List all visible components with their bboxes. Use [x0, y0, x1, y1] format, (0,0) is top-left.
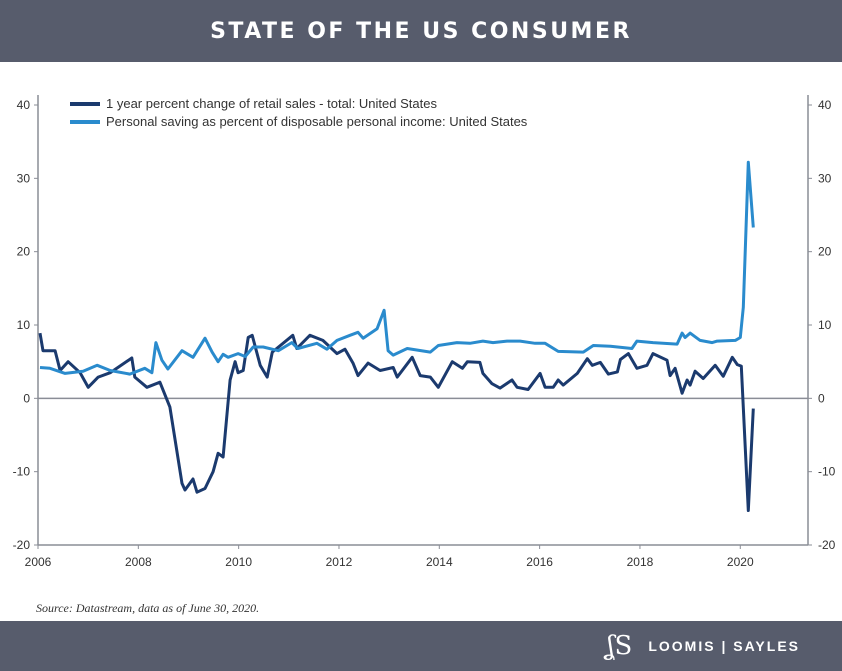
- left-tick-label: 30: [17, 171, 31, 185]
- left-tick-label: -10: [13, 465, 31, 479]
- right-tick-label: 20: [818, 245, 832, 259]
- right-tick-label: 0: [818, 391, 825, 405]
- ls-logo-mark: ʆS: [606, 631, 633, 661]
- left-tick-label: 20: [17, 245, 31, 259]
- header-banner: STATE OF THE US CONSUMER: [0, 0, 842, 62]
- right-tick-label: -10: [818, 465, 836, 479]
- series-line-personal-saving: [39, 160, 755, 376]
- right-tick-label: -20: [818, 538, 836, 552]
- loomis-sayles-logo: ʆS LOOMIS | SAYLES: [606, 633, 800, 659]
- source-note: Source: Datastream, data as of June 30, …: [36, 601, 260, 615]
- x-tick-label: 2016: [526, 555, 553, 569]
- x-tick-label: 2006: [25, 555, 52, 569]
- left-tick-label: -20: [13, 538, 31, 552]
- x-tick-label: 2008: [125, 555, 152, 569]
- legend-label: 1 year percent change of retail sales - …: [106, 96, 437, 111]
- x-tick-label: 2014: [426, 555, 453, 569]
- logo-wordmark: LOOMIS | SAYLES: [648, 638, 800, 654]
- left-tick-label: 10: [17, 318, 31, 332]
- x-tick-label: 2010: [225, 555, 252, 569]
- right-tick-label: 40: [818, 98, 832, 112]
- left-tick-label: 40: [17, 98, 31, 112]
- page-title: STATE OF THE US CONSUMER: [210, 18, 632, 44]
- x-tick-label: 2020: [727, 555, 754, 569]
- x-tick-label: 2012: [326, 555, 353, 569]
- left-tick-label: 0: [23, 391, 30, 405]
- x-tick-label: 2018: [627, 555, 654, 569]
- legend-label: Personal saving as percent of disposable…: [106, 114, 528, 129]
- footer-banner: ʆS LOOMIS | SAYLES: [0, 621, 842, 671]
- right-tick-label: 10: [818, 318, 832, 332]
- right-tick-label: 30: [818, 171, 832, 185]
- series-line-retail-sales: [38, 332, 755, 512]
